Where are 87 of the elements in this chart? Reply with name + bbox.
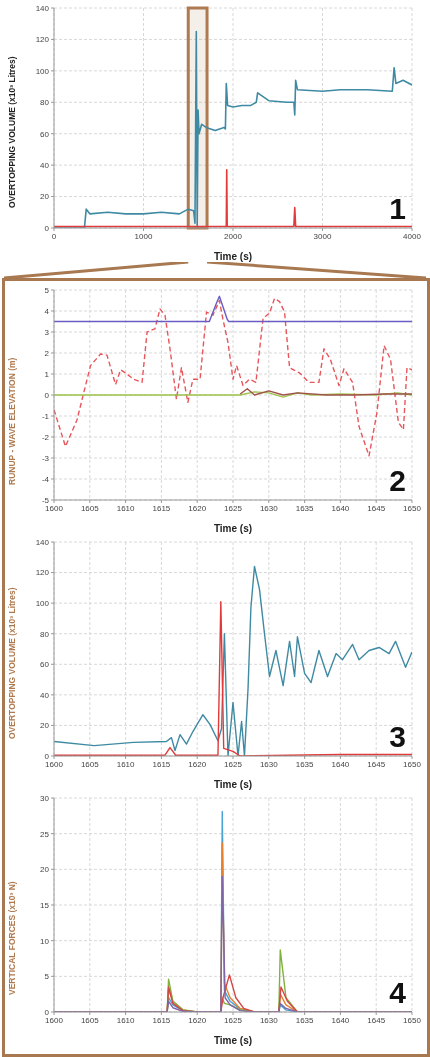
x-tick-label: 1605 bbox=[80, 1015, 100, 1025]
x-tick-label: 1635 bbox=[295, 759, 315, 769]
y-tick-label: 0 bbox=[44, 390, 50, 400]
x-tick-label: 1605 bbox=[80, 503, 100, 513]
annotation: 3 bbox=[389, 720, 406, 753]
x-tick-label: 1620 bbox=[188, 759, 207, 769]
y-tick-label: 60 bbox=[40, 660, 50, 670]
x-tick-label: 1610 bbox=[116, 1015, 136, 1025]
x-tick-label: 0 bbox=[51, 231, 57, 241]
x-tick-label: 1650 bbox=[403, 503, 422, 513]
y-tick-label: 5 bbox=[44, 285, 50, 295]
x-tick-label: 4000 bbox=[403, 231, 422, 241]
x-tick-label: 1640 bbox=[331, 503, 350, 513]
y-tick-label: -4 bbox=[41, 474, 50, 484]
x-tick-label: 1650 bbox=[403, 759, 422, 769]
x-tick-label: 1610 bbox=[116, 759, 136, 769]
x-tick-label: 1645 bbox=[367, 759, 386, 769]
line-series bbox=[54, 295, 412, 323]
x-tick-label: 1000 bbox=[134, 231, 153, 241]
y-tick-label: 1 bbox=[44, 369, 50, 379]
x-tick-label: 1615 bbox=[152, 503, 171, 513]
x-tick-label: 1625 bbox=[224, 1015, 243, 1025]
y-tick-label: 20 bbox=[40, 865, 50, 875]
y-axis-title: VERTICAL FORCES (x10³ N) bbox=[7, 881, 18, 995]
y-tick-label: 80 bbox=[40, 629, 50, 639]
y-tick-label: -1 bbox=[41, 411, 50, 421]
y-axis-title: OVERTOPPING VOLUME (x10³ Litres) bbox=[7, 56, 18, 208]
y-axis-title: RUNUP - WAVE ELEVATION (m) bbox=[7, 357, 18, 485]
x-tick-label: 1640 bbox=[331, 1015, 350, 1025]
y-tick-label: 20 bbox=[40, 721, 50, 731]
y-tick-label: 140 bbox=[35, 537, 50, 547]
y-tick-label: 25 bbox=[40, 829, 50, 839]
x-tick-label: 1645 bbox=[367, 1015, 386, 1025]
annotation: 4 bbox=[389, 976, 406, 1009]
x-axis-title: Time (s) bbox=[213, 251, 253, 262]
y-tick-label: -3 bbox=[41, 453, 50, 463]
x-tick-label: 1625 bbox=[224, 503, 243, 513]
x-tick-label: 1605 bbox=[80, 759, 100, 769]
x-tick-label: 2000 bbox=[224, 231, 243, 241]
x-tick-label: 1630 bbox=[259, 1015, 279, 1025]
annotation: 2 bbox=[389, 464, 406, 497]
annotation: 1 bbox=[389, 192, 406, 225]
y-tick-label: 120 bbox=[35, 35, 50, 45]
y-tick-label: 140 bbox=[35, 3, 50, 13]
y-tick-label: 80 bbox=[40, 98, 50, 108]
y-tick-label: 15 bbox=[40, 900, 50, 910]
y-tick-label: 100 bbox=[35, 66, 50, 76]
x-tick-label: 1625 bbox=[224, 759, 243, 769]
x-tick-label: 1635 bbox=[295, 503, 315, 513]
x-tick-label: 1650 bbox=[403, 1015, 422, 1025]
x-tick-label: 1630 bbox=[259, 503, 279, 513]
x-axis-title: Time (s) bbox=[213, 779, 253, 790]
x-axis-title: Time (s) bbox=[213, 523, 253, 534]
y-tick-label: -2 bbox=[41, 432, 50, 442]
y-tick-label: 60 bbox=[40, 129, 50, 139]
y-tick-label: 5 bbox=[44, 972, 50, 982]
y-tick-label: 20 bbox=[40, 192, 50, 202]
y-tick-label: 0 bbox=[44, 223, 50, 233]
x-tick-label: 1620 bbox=[188, 503, 207, 513]
x-tick-label: 1620 bbox=[188, 1015, 207, 1025]
x-tick-label: 1600 bbox=[45, 503, 64, 513]
y-tick-label: 10 bbox=[40, 936, 50, 946]
y-tick-label: 30 bbox=[40, 793, 50, 803]
line-series bbox=[239, 388, 412, 396]
x-tick-label: 1600 bbox=[45, 759, 64, 769]
y-tick-label: 0 bbox=[44, 751, 50, 761]
y-tick-label: 40 bbox=[40, 160, 50, 170]
y-tick-label: 100 bbox=[35, 598, 50, 608]
y-tick-label: 2 bbox=[44, 348, 50, 358]
y-tick-label: 4 bbox=[44, 306, 50, 316]
x-tick-label: 1610 bbox=[116, 503, 136, 513]
y-tick-label: 40 bbox=[40, 690, 50, 700]
x-tick-label: 1615 bbox=[152, 759, 171, 769]
y-tick-label: 0 bbox=[44, 1007, 50, 1017]
x-axis-title: Time (s) bbox=[213, 1035, 253, 1046]
y-axis-title: OVERTOPPING VOLUME (x10³ Litres) bbox=[7, 587, 18, 739]
y-tick-label: -5 bbox=[41, 495, 50, 505]
x-tick-label: 1645 bbox=[367, 503, 386, 513]
x-tick-label: 3000 bbox=[313, 231, 332, 241]
line-series bbox=[54, 297, 412, 457]
x-tick-label: 1635 bbox=[295, 1015, 315, 1025]
y-tick-label: 3 bbox=[44, 327, 50, 337]
x-tick-label: 1600 bbox=[45, 1015, 64, 1025]
x-tick-label: 1640 bbox=[331, 759, 350, 769]
y-tick-label: 120 bbox=[35, 568, 50, 578]
x-tick-label: 1615 bbox=[152, 1015, 171, 1025]
x-tick-label: 1630 bbox=[259, 759, 279, 769]
